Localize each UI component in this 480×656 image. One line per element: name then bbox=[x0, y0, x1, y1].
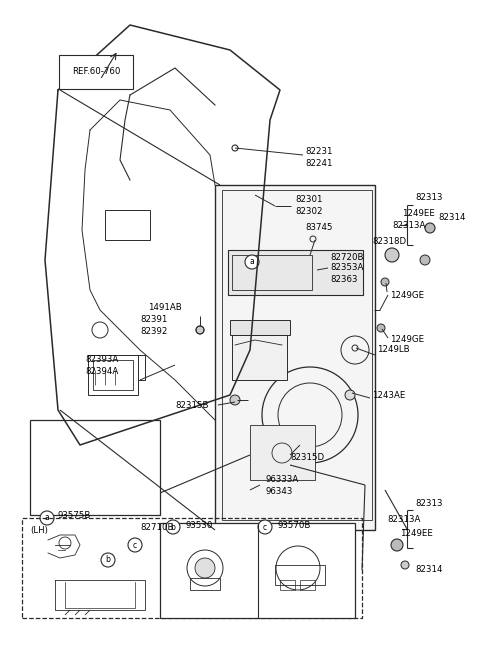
Text: 96343: 96343 bbox=[265, 487, 292, 495]
Bar bbox=[300, 580, 315, 590]
Text: 82315D: 82315D bbox=[290, 453, 324, 462]
Circle shape bbox=[345, 390, 355, 400]
Text: 82301: 82301 bbox=[295, 195, 323, 205]
Text: 82391: 82391 bbox=[140, 316, 168, 325]
Text: 1249EE: 1249EE bbox=[402, 209, 435, 218]
Text: 96333A: 96333A bbox=[265, 476, 298, 485]
Text: 82318D: 82318D bbox=[372, 237, 406, 247]
Text: 82363: 82363 bbox=[330, 274, 358, 283]
Circle shape bbox=[377, 324, 385, 332]
Bar bbox=[232, 335, 287, 380]
Bar bbox=[105, 210, 150, 240]
Circle shape bbox=[425, 223, 435, 233]
Text: a: a bbox=[250, 258, 254, 266]
Text: 93575B: 93575B bbox=[58, 512, 91, 520]
Text: c: c bbox=[133, 541, 137, 550]
Text: 82314: 82314 bbox=[415, 565, 443, 575]
Text: 82313A: 82313A bbox=[392, 220, 425, 230]
Bar bbox=[215, 185, 375, 530]
Text: 82241: 82241 bbox=[305, 159, 333, 167]
Circle shape bbox=[391, 539, 403, 551]
Text: 93530: 93530 bbox=[185, 520, 212, 529]
Text: 82302: 82302 bbox=[295, 207, 323, 216]
Text: 93570B: 93570B bbox=[277, 520, 311, 529]
Text: 1243AE: 1243AE bbox=[372, 390, 406, 400]
Circle shape bbox=[401, 561, 409, 569]
Circle shape bbox=[385, 248, 399, 262]
Bar bbox=[30, 420, 160, 515]
Text: 83745: 83745 bbox=[305, 224, 333, 232]
Text: 82353A: 82353A bbox=[330, 264, 363, 272]
Text: 1249EE: 1249EE bbox=[400, 529, 433, 537]
Text: 1491AB: 1491AB bbox=[148, 304, 182, 312]
Circle shape bbox=[420, 255, 430, 265]
Bar bbox=[22, 518, 362, 618]
Text: 82314: 82314 bbox=[438, 213, 466, 222]
Bar bbox=[275, 565, 325, 585]
Text: (LH): (LH) bbox=[30, 525, 48, 535]
Text: 1249GE: 1249GE bbox=[390, 335, 424, 344]
Text: 82313: 82313 bbox=[415, 194, 443, 203]
Circle shape bbox=[128, 538, 142, 552]
Circle shape bbox=[381, 278, 389, 286]
Text: 82313: 82313 bbox=[415, 499, 443, 508]
Bar bbox=[228, 250, 363, 295]
Bar bbox=[230, 320, 290, 335]
Text: b: b bbox=[106, 556, 110, 565]
Circle shape bbox=[258, 520, 272, 534]
Bar bbox=[190, 578, 220, 590]
Bar bbox=[280, 580, 295, 590]
Circle shape bbox=[101, 553, 115, 567]
Text: 82710B: 82710B bbox=[140, 523, 173, 533]
Text: 82393A: 82393A bbox=[85, 356, 118, 365]
Bar bbox=[250, 425, 315, 480]
Circle shape bbox=[166, 520, 180, 534]
Text: 82720B: 82720B bbox=[330, 253, 363, 262]
Bar bbox=[160, 523, 355, 618]
Text: 82394A: 82394A bbox=[85, 367, 118, 375]
Circle shape bbox=[195, 558, 215, 578]
Bar bbox=[93, 360, 133, 390]
Text: c: c bbox=[263, 522, 267, 531]
Circle shape bbox=[196, 326, 204, 334]
Text: 82315B: 82315B bbox=[175, 401, 208, 409]
Bar bbox=[88, 355, 138, 395]
Text: b: b bbox=[170, 522, 175, 531]
Bar bbox=[105, 355, 145, 380]
Text: 1249LB: 1249LB bbox=[377, 346, 409, 354]
Text: REF.60-760: REF.60-760 bbox=[72, 68, 120, 77]
Circle shape bbox=[245, 255, 259, 269]
Text: 82231: 82231 bbox=[305, 148, 333, 157]
Bar bbox=[222, 190, 372, 520]
Circle shape bbox=[40, 511, 54, 525]
Text: 82392: 82392 bbox=[140, 327, 168, 335]
Text: 1249GE: 1249GE bbox=[390, 291, 424, 300]
Text: 82313A: 82313A bbox=[387, 514, 420, 523]
Text: a: a bbox=[45, 514, 49, 522]
Circle shape bbox=[230, 395, 240, 405]
Bar bbox=[232, 255, 312, 290]
